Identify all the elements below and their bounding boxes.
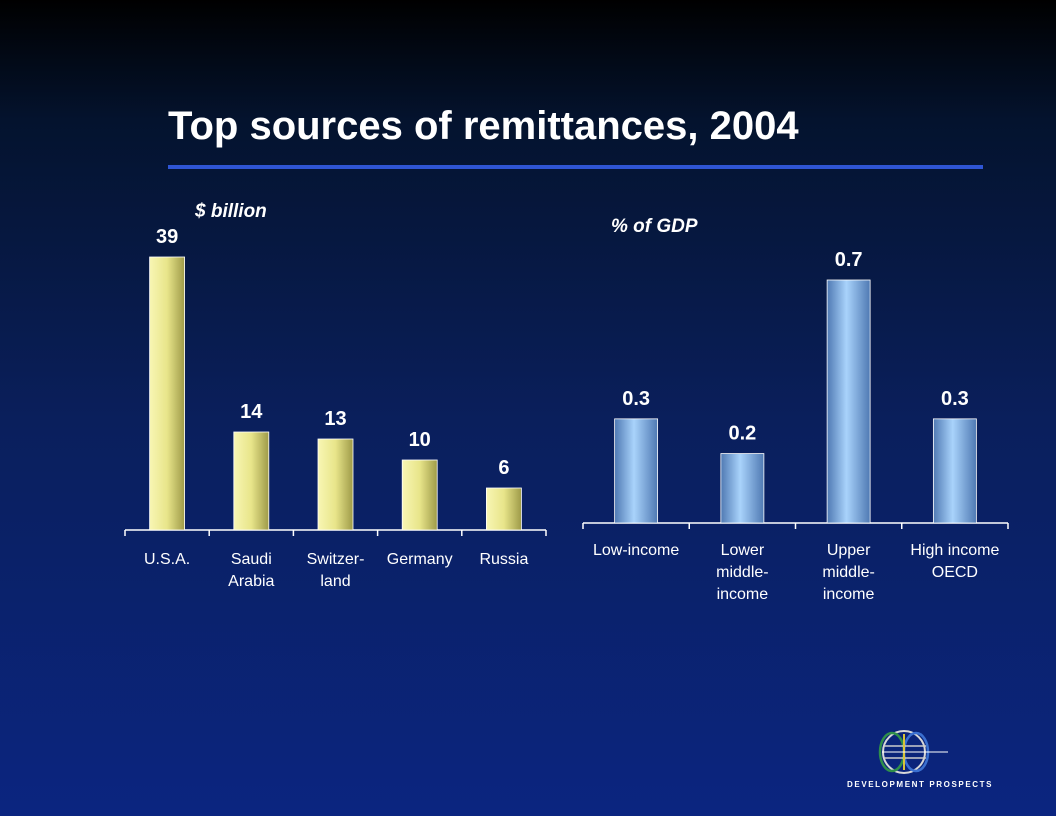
logo-text: DEVELOPMENT PROSPECTS — [847, 780, 994, 789]
bar-value-label: 39 — [156, 226, 178, 248]
bar-value-label: 6 — [498, 457, 509, 479]
bar-value-label: 0.7 — [835, 249, 863, 271]
bar — [932, 418, 977, 524]
bar — [317, 438, 354, 531]
bar-value-label: 13 — [324, 408, 346, 430]
category-label: Switzer- — [307, 551, 365, 568]
bar-value-label: 0.3 — [941, 388, 969, 410]
bar-value-label: 0.2 — [728, 423, 756, 445]
category-label: income — [717, 586, 769, 603]
right-chart-unit-label: % of GDP — [611, 216, 698, 237]
development-prospects-logo — [878, 730, 948, 774]
category-label: Lower — [721, 542, 765, 559]
category-label: income — [823, 586, 875, 603]
category-label: Germany — [387, 551, 453, 568]
category-label: middle- — [822, 564, 874, 581]
category-label: middle- — [716, 564, 768, 581]
bar — [720, 453, 765, 524]
category-label: Saudi — [231, 551, 272, 568]
bar — [233, 431, 270, 531]
category-label: Upper — [827, 542, 871, 559]
category-label: OECD — [932, 564, 978, 581]
category-label: land — [320, 573, 350, 590]
category-label: Russia — [479, 551, 528, 568]
bar — [614, 418, 659, 524]
category-label: U.S.A. — [144, 551, 190, 568]
bar-value-label: 0.3 — [622, 388, 650, 410]
bar — [401, 459, 438, 531]
bar-value-label: 10 — [409, 429, 431, 451]
bar — [826, 279, 871, 524]
bar — [149, 256, 186, 531]
category-label: High income — [910, 542, 999, 559]
left-chart-unit-label: $ billion — [195, 201, 267, 222]
category-label: Arabia — [228, 573, 274, 590]
bar — [485, 487, 522, 531]
category-label: Low-income — [593, 542, 679, 559]
bar-value-label: 14 — [240, 401, 263, 423]
page-title: Top sources of remittances, 2004 — [168, 104, 799, 148]
title-underline — [168, 165, 983, 169]
